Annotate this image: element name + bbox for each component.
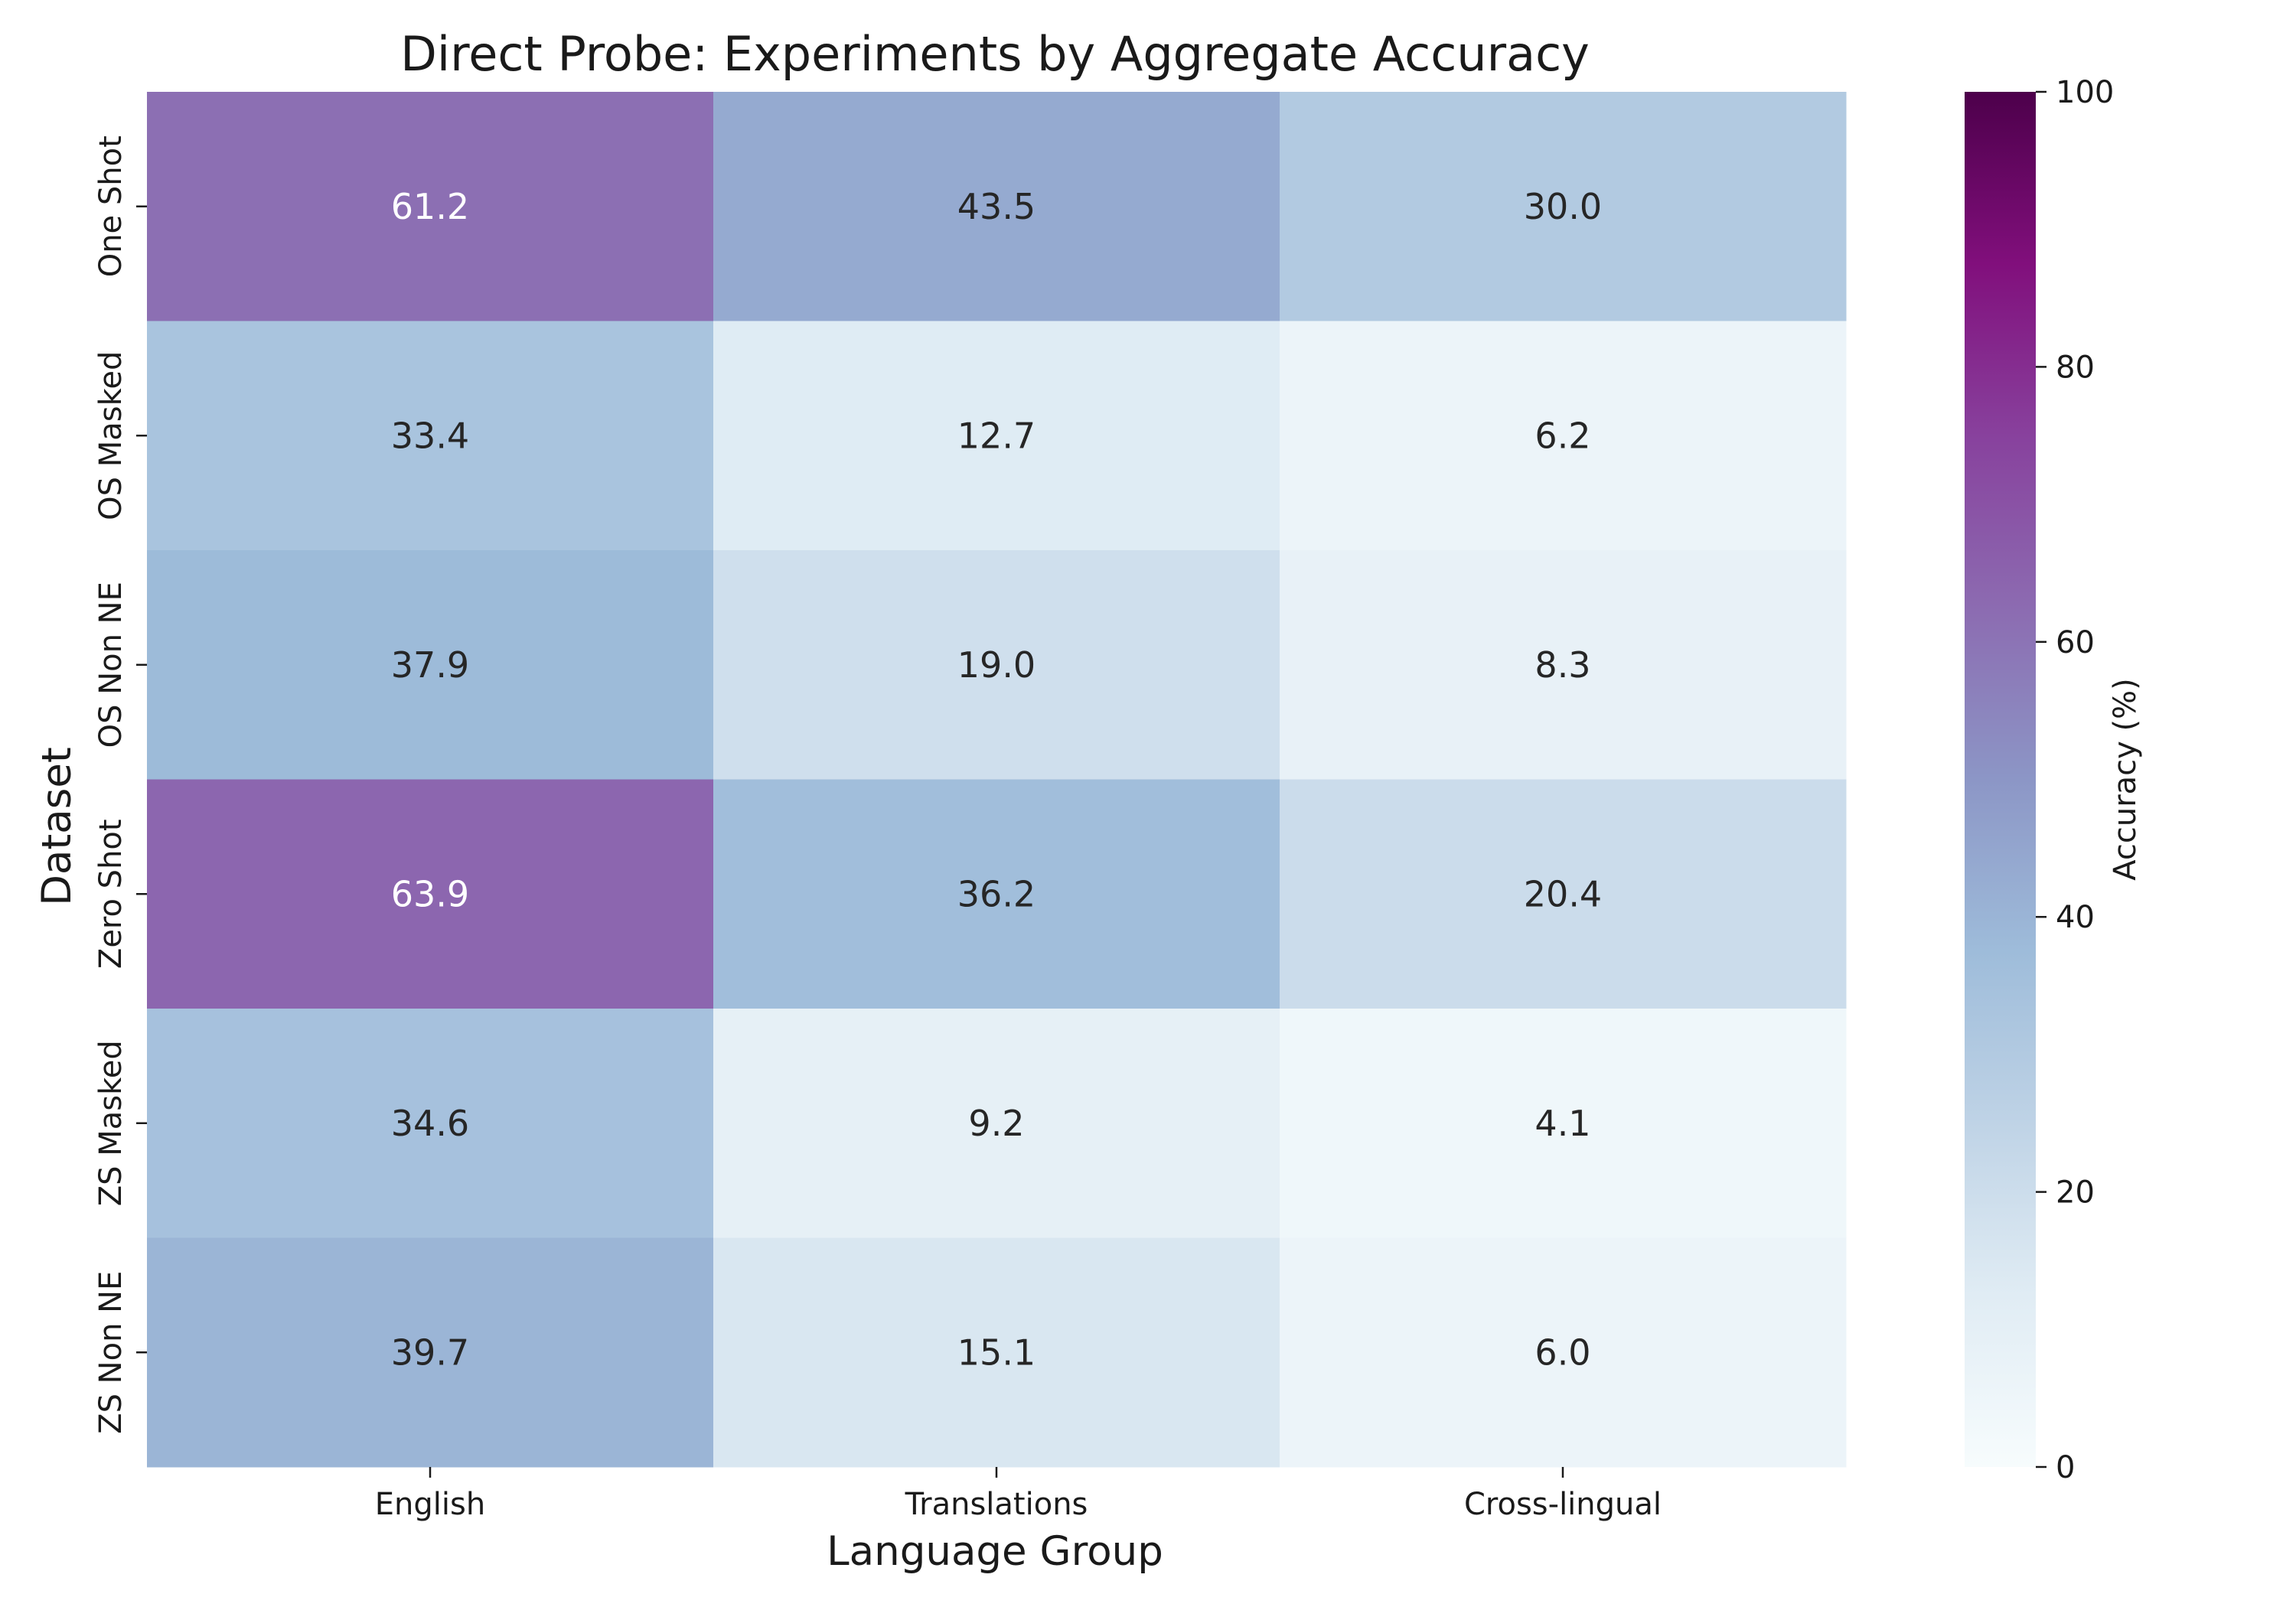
- colorbar-tick-label: 0: [2056, 1450, 2075, 1485]
- x-tick-label: Translations: [905, 1487, 1088, 1522]
- heatmap-cell-value: 12.7: [957, 415, 1035, 456]
- heatmap-cell-value: 15.1: [957, 1332, 1035, 1373]
- heatmap-cell: [713, 321, 1280, 551]
- heatmap-cell: [147, 1237, 714, 1468]
- colorbar: 0 20 40 60 80 100 Accuracy (%): [1965, 75, 2143, 1485]
- heatmap-cell-value: 19.0: [957, 644, 1035, 686]
- heatmap-cell: [713, 92, 1280, 321]
- y-tick-label: OS Masked: [93, 351, 129, 520]
- y-tick-label: Zero Shot: [93, 819, 129, 969]
- colorbar-tick-label: 60: [2056, 625, 2095, 660]
- heatmap-cell: [147, 550, 714, 780]
- heatmap-cell-value: 6.2: [1534, 415, 1590, 456]
- heatmap-cell-value: 9.2: [968, 1103, 1024, 1144]
- heatmap-cell: [1280, 321, 1847, 551]
- heatmap-cell: [713, 1237, 1280, 1468]
- x-tick-label: English: [375, 1487, 485, 1522]
- x-axis-ticks: English Translations Cross-lingual: [375, 1467, 1662, 1522]
- heatmap-cells: [147, 92, 1847, 1468]
- colorbar-ticks: 0 20 40 60 80 100: [2036, 75, 2114, 1485]
- colorbar-gradient: [1965, 92, 2036, 1467]
- heatmap-cell-labels: 61.2 43.5 30.0 33.4 12.7 6.2 37.9 19.0 8.3 63.9 36…: [391, 186, 1602, 1374]
- y-tick-label: One Shot: [93, 135, 129, 277]
- heatmap-cell: [1280, 550, 1847, 780]
- heatmap-cell-value: 4.1: [1534, 1103, 1590, 1144]
- heatmap-cell: [147, 92, 714, 321]
- heatmap-cell: [147, 1009, 714, 1238]
- heatmap-cell: [147, 321, 714, 551]
- x-axis-label: Language Group: [827, 1528, 1163, 1575]
- heatmap-cell-value: 61.2: [391, 186, 469, 227]
- y-tick-label: OS Non NE: [93, 582, 129, 748]
- heatmap-cell: [1280, 1009, 1847, 1238]
- heatmap-cell: [713, 779, 1280, 1009]
- heatmap-cell: [147, 779, 714, 1009]
- heatmap-cell-value: 37.9: [391, 644, 469, 686]
- colorbar-tick-label: 80: [2056, 350, 2095, 385]
- heatmap-cell-value: 36.2: [957, 873, 1035, 914]
- heatmap-cell-value: 20.4: [1524, 873, 1602, 914]
- heatmap-cell: [1280, 1237, 1847, 1468]
- heatmap-cell-value: 43.5: [957, 186, 1035, 227]
- y-tick-label: ZS Masked: [93, 1040, 129, 1206]
- heatmap-cell-value: 63.9: [391, 873, 469, 914]
- heatmap-cell-value: 34.6: [391, 1103, 469, 1144]
- colorbar-tick-label: 40: [2056, 900, 2095, 935]
- heatmap-cell: [1280, 779, 1847, 1009]
- heatmap-cell: [713, 550, 1280, 780]
- heatmap-cell-value: 8.3: [1534, 644, 1590, 686]
- chart-title: Direct Probe: Experiments by Aggregate A…: [400, 26, 1590, 82]
- heatmap-cell-value: 39.7: [391, 1332, 469, 1373]
- colorbar-tick-label: 100: [2056, 75, 2114, 110]
- heatmap-cell-value: 30.0: [1524, 186, 1602, 227]
- x-tick-label: Cross-lingual: [1464, 1487, 1662, 1522]
- heatmap-cell-value: 6.0: [1534, 1332, 1590, 1373]
- heatmap-cell-value: 33.4: [391, 415, 469, 456]
- colorbar-label: Accuracy (%): [2108, 678, 2143, 881]
- heatmap-cell: [713, 1009, 1280, 1238]
- y-tick-label: ZS Non NE: [93, 1271, 129, 1434]
- y-axis-label: Dataset: [34, 747, 80, 906]
- colorbar-tick-label: 20: [2056, 1175, 2095, 1211]
- y-axis-ticks: One Shot OS Masked OS Non NE Zero Shot ZS Ma…: [93, 135, 147, 1434]
- heatmap-cell: [1280, 92, 1847, 321]
